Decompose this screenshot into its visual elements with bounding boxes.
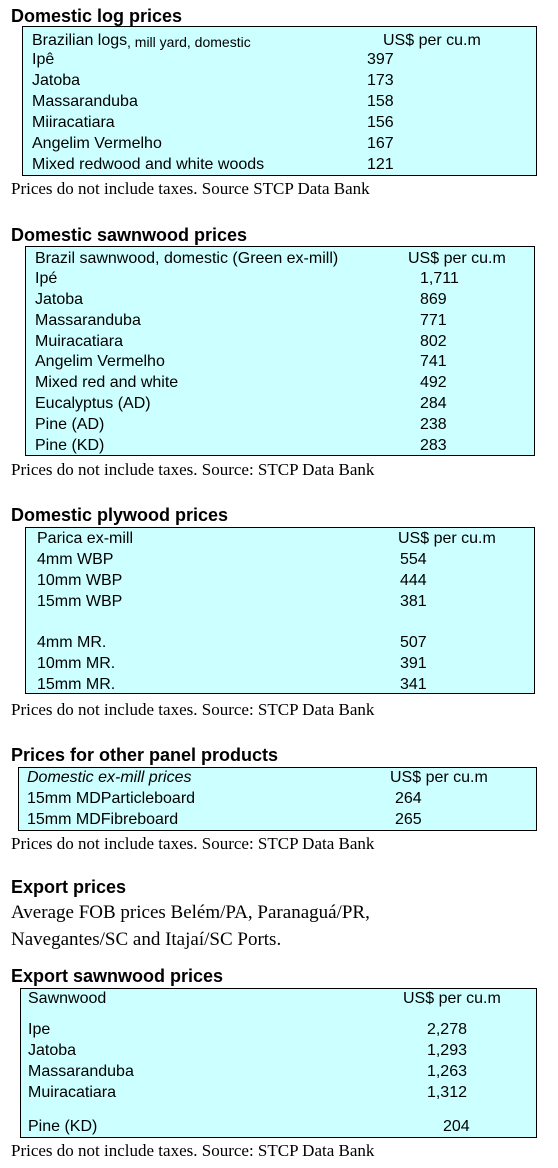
table-header-qualifier: , mill yard, domestic — [127, 34, 251, 50]
row-value: 1,711 — [420, 270, 459, 287]
source-note: Prices do not include taxes. Source STCP… — [11, 179, 370, 198]
row-value: 173 — [367, 72, 394, 89]
section-title: Prices for other panel products — [11, 745, 279, 765]
row-label: 15mm MR. — [37, 676, 116, 693]
table-header-label: Sawnwood — [28, 990, 107, 1007]
row-value: 167 — [367, 135, 394, 152]
row-label: Jatoba — [32, 72, 81, 89]
table-header-unit: US$ per cu.m — [390, 769, 488, 786]
row-value: 391 — [400, 655, 427, 672]
row-label: Muiracatiara — [28, 1084, 117, 1101]
price-table — [25, 527, 535, 694]
price-table — [22, 26, 537, 176]
row-value: 156 — [367, 114, 394, 131]
row-label: 15mm MDParticleboard — [27, 790, 196, 807]
price-table — [18, 767, 537, 831]
row-label: Jatoba — [28, 1042, 77, 1059]
section-title: Domestic log prices — [11, 6, 183, 26]
row-value: 869 — [420, 291, 447, 308]
paragraph: Average FOB prices Belém/PA, Paranaguá/P… — [11, 902, 370, 950]
row-label: Massaranduba — [35, 312, 141, 329]
row-label: Eucalyptus (AD) — [35, 395, 151, 412]
row-label: 10mm MR. — [37, 655, 116, 672]
source-note: Prices do not include taxes. Source: STC… — [11, 1141, 375, 1160]
row-label: Pine (KD) — [35, 437, 105, 454]
row-value: 265 — [395, 811, 422, 828]
table-header-label: Brazilian logs — [32, 32, 128, 49]
source-note: Prices do not include taxes. Source: STC… — [11, 460, 375, 479]
row-label: Massaranduba — [28, 1063, 134, 1080]
table-header-label: Parica ex-mill — [37, 530, 134, 547]
row-label: Ipê — [32, 51, 55, 68]
table-header-label: Domestic ex-mill prices — [27, 769, 192, 786]
row-label: Pine (AD) — [35, 416, 105, 433]
row-label: 4mm MR. — [37, 634, 107, 651]
row-value: 283 — [420, 437, 447, 454]
row-label: Ipé — [35, 270, 58, 287]
row-value: 284 — [420, 395, 447, 412]
row-value: 264 — [395, 790, 422, 807]
row-value: 238 — [420, 416, 447, 433]
row-value: 397 — [367, 51, 394, 68]
row-value: 802 — [420, 333, 447, 350]
row-label: Mixed redwood and white woods — [32, 156, 265, 173]
row-label: Ipe — [28, 1021, 51, 1038]
table-header-unit: US$ per cu.m — [408, 250, 506, 267]
price-table — [25, 246, 535, 456]
row-value: 1,263 — [426, 1063, 467, 1080]
row-label: Miiracatiara — [32, 114, 115, 131]
row-value: 2,278 — [426, 1021, 467, 1038]
row-label: Pine (KD) — [28, 1118, 98, 1135]
row-label: 10mm WBP — [37, 572, 123, 589]
table-header-unit: US$ per cu.m — [403, 990, 501, 1007]
source-note: Prices do not include taxes. Source: STC… — [11, 700, 375, 719]
section-title: Domestic plywood prices — [11, 505, 229, 525]
table-header-unit: US$ per cu.m — [383, 32, 481, 49]
table-header-label: Brazil sawnwood, domestic (Green ex-mill… — [35, 250, 339, 267]
row-value: 554 — [400, 551, 427, 568]
row-label: 15mm WBP — [37, 593, 123, 610]
section-title: Export prices — [11, 877, 127, 897]
row-value: 121 — [367, 156, 394, 173]
table-header-unit: US$ per cu.m — [398, 530, 496, 547]
row-value: 507 — [400, 634, 427, 651]
row-value: 741 — [420, 353, 447, 370]
row-label: Angelim Vermelho — [35, 353, 165, 370]
section-title: Domestic sawnwood prices — [11, 225, 248, 245]
row-value: 771 — [420, 312, 447, 329]
row-value: 492 — [420, 374, 447, 391]
row-value: 204 — [443, 1118, 470, 1135]
source-note: Prices do not include taxes. Source: STC… — [11, 834, 375, 853]
section-title: Export sawnwood prices — [11, 966, 224, 986]
row-label: Mixed red and white — [35, 374, 179, 391]
row-label: Angelim Vermelho — [32, 135, 162, 152]
row-value: 341 — [400, 676, 427, 693]
row-value: 1,312 — [426, 1084, 467, 1101]
row-label: Muiracatiara — [35, 333, 124, 350]
row-label: Massaranduba — [32, 93, 138, 110]
row-value: 381 — [400, 593, 427, 610]
price-table — [20, 988, 537, 1138]
row-label: 15mm MDFibreboard — [27, 811, 179, 828]
row-value: 444 — [400, 572, 427, 589]
row-value: 1,293 — [426, 1042, 467, 1059]
row-label: 4mm WBP — [37, 551, 114, 568]
row-label: Jatoba — [35, 291, 84, 308]
row-value: 158 — [367, 93, 394, 110]
